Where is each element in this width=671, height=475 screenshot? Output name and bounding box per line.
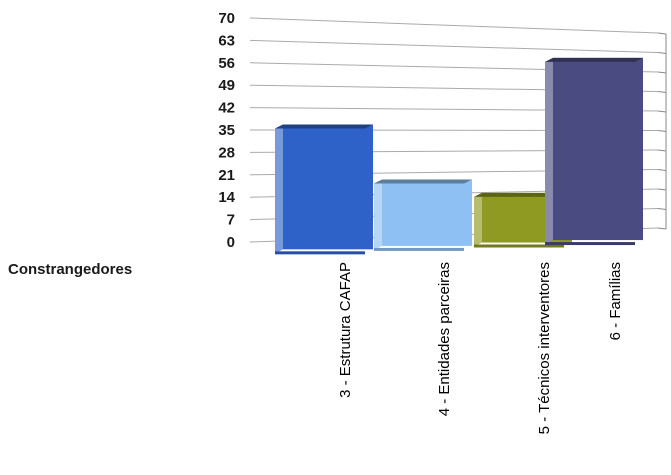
y-tick-label: 63 (218, 32, 235, 49)
x-tick-label: 4 - Entidades parceiras (436, 262, 453, 416)
gridline-end (657, 169, 667, 171)
bar-base (474, 244, 564, 248)
y-tick-label: 0 (227, 234, 235, 251)
x-tick-label: 6 - Famílias (607, 262, 624, 340)
gridline (249, 39, 659, 53)
bar-side (545, 57, 553, 245)
bars (275, 57, 643, 255)
y-tick-label: 35 (218, 122, 235, 139)
bar-front (553, 57, 643, 241)
gridline (249, 17, 659, 34)
gridline-end (657, 227, 667, 230)
gridline-end (657, 110, 667, 113)
bar-top (545, 57, 643, 62)
bar-top (275, 124, 373, 129)
bar-side (275, 124, 283, 254)
bar (545, 57, 643, 246)
gridline-end (657, 208, 667, 210)
bar-base (374, 247, 464, 251)
gridline-end (657, 52, 667, 54)
bar-side (474, 192, 482, 247)
y-axis: 0 7 14 21 28 35 42 49 56 63 70 (218, 10, 235, 251)
bar-front (283, 124, 373, 250)
y-tick-label: 42 (218, 100, 235, 117)
y-tick-label: 70 (218, 10, 235, 27)
y-tick-label: 49 (218, 77, 235, 94)
gridline-end (657, 32, 667, 35)
bar-base (275, 251, 365, 255)
y-tick-label: 28 (218, 144, 235, 161)
gridline-end (657, 188, 667, 191)
x-axis-title: Constrangedores (8, 261, 132, 278)
bar-base (545, 242, 635, 246)
gridline-end (657, 91, 667, 93)
bar-front (382, 179, 472, 246)
x-tick-label: 5 - Técnicos interventores (536, 262, 553, 434)
bar (275, 124, 373, 255)
y-tick-label: 21 (218, 167, 235, 184)
bar (374, 179, 472, 251)
bar-side (374, 179, 382, 250)
gridline-end (657, 149, 667, 152)
bar-top (374, 179, 472, 184)
y-tick-label: 56 (218, 55, 235, 72)
gridline-end (657, 71, 667, 74)
x-axis: 3 - Estrutura CAFAP 4 - Entidades parceir… (337, 262, 624, 434)
gridline-end (657, 130, 667, 132)
y-tick-label: 14 (218, 189, 235, 206)
x-tick-label: 3 - Estrutura CAFAP (337, 262, 354, 398)
y-tick-label: 7 (227, 212, 235, 229)
